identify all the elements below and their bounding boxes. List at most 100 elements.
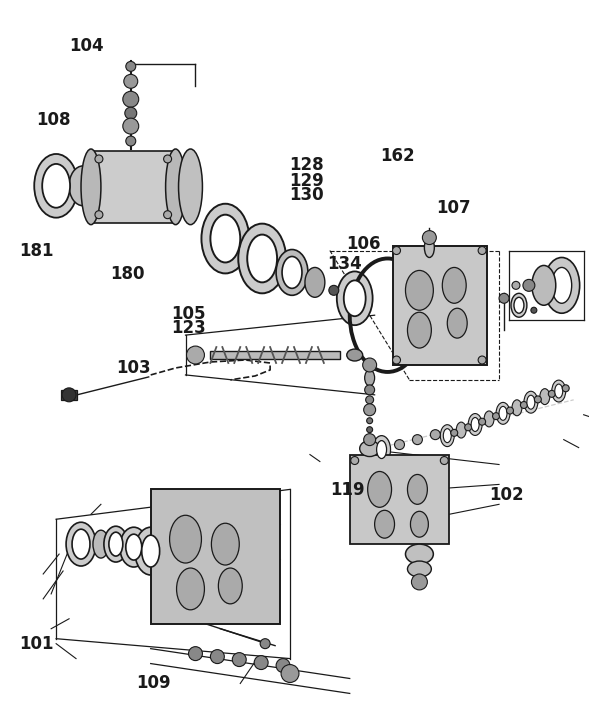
Circle shape [365,385,375,395]
Ellipse shape [126,534,142,560]
Text: 162: 162 [380,147,415,165]
Circle shape [430,430,440,440]
Ellipse shape [176,568,204,610]
Ellipse shape [373,435,391,464]
Text: 181: 181 [19,242,54,260]
Ellipse shape [109,532,123,556]
Text: 103: 103 [116,358,150,376]
Ellipse shape [552,380,566,402]
Text: 101: 101 [19,635,54,653]
Circle shape [465,424,471,430]
Ellipse shape [456,422,466,438]
Circle shape [440,456,448,464]
Circle shape [276,658,290,673]
Circle shape [254,655,268,670]
Ellipse shape [368,472,392,508]
Circle shape [260,639,270,649]
Circle shape [512,281,520,289]
Bar [150,490,280,624]
Text: 119: 119 [330,481,365,499]
Circle shape [523,279,535,291]
Ellipse shape [166,149,185,225]
Circle shape [163,155,172,163]
Ellipse shape [238,224,286,293]
Circle shape [123,92,139,107]
Ellipse shape [34,154,78,218]
Ellipse shape [408,561,431,577]
Ellipse shape [405,270,433,310]
Circle shape [562,385,569,392]
Text: 105: 105 [172,305,206,323]
Bar [392,246,487,365]
Ellipse shape [408,312,431,348]
Ellipse shape [443,429,451,443]
Ellipse shape [499,407,507,420]
Ellipse shape [211,523,240,565]
Circle shape [422,231,437,244]
Text: 129: 129 [289,172,324,190]
Circle shape [363,404,376,416]
Circle shape [493,412,500,420]
Circle shape [506,407,513,414]
Text: 109: 109 [136,674,171,692]
Ellipse shape [218,568,242,604]
Circle shape [232,653,246,666]
Ellipse shape [282,257,302,288]
Ellipse shape [365,370,375,386]
Circle shape [366,427,373,433]
Circle shape [123,118,139,134]
Ellipse shape [120,527,148,567]
Text: 102: 102 [489,487,523,505]
Circle shape [366,417,373,424]
Ellipse shape [411,511,428,537]
Circle shape [126,61,136,71]
Circle shape [126,136,136,146]
Ellipse shape [408,474,427,504]
Polygon shape [91,151,176,223]
Ellipse shape [81,149,101,225]
Circle shape [411,574,427,590]
Ellipse shape [471,417,479,431]
Ellipse shape [93,530,109,558]
Circle shape [499,293,509,304]
Circle shape [62,388,76,402]
Ellipse shape [447,309,467,338]
Ellipse shape [72,529,90,559]
Circle shape [535,396,542,403]
Ellipse shape [524,392,538,413]
Text: 123: 123 [172,319,206,337]
Ellipse shape [555,384,563,398]
Ellipse shape [376,441,386,459]
Circle shape [412,435,422,445]
Circle shape [395,440,405,450]
Circle shape [363,358,376,372]
Ellipse shape [496,402,510,424]
Text: 106: 106 [347,235,381,253]
Ellipse shape [135,527,166,575]
Circle shape [548,390,555,397]
Ellipse shape [511,293,527,317]
Circle shape [350,456,359,464]
Circle shape [520,402,527,409]
Bar [350,454,449,544]
Ellipse shape [305,267,325,297]
Circle shape [478,247,486,255]
Ellipse shape [532,265,556,305]
Circle shape [124,74,137,88]
Bar [211,351,340,359]
Circle shape [531,307,537,313]
Ellipse shape [405,544,433,564]
Circle shape [451,430,458,436]
Ellipse shape [514,297,524,313]
Ellipse shape [347,349,363,361]
Ellipse shape [179,149,202,225]
Ellipse shape [484,411,494,427]
Ellipse shape [142,535,160,567]
Ellipse shape [375,510,395,538]
Ellipse shape [276,249,308,296]
Circle shape [478,418,486,425]
Ellipse shape [337,271,373,325]
Ellipse shape [442,267,466,304]
Circle shape [366,396,373,404]
Ellipse shape [360,441,379,456]
